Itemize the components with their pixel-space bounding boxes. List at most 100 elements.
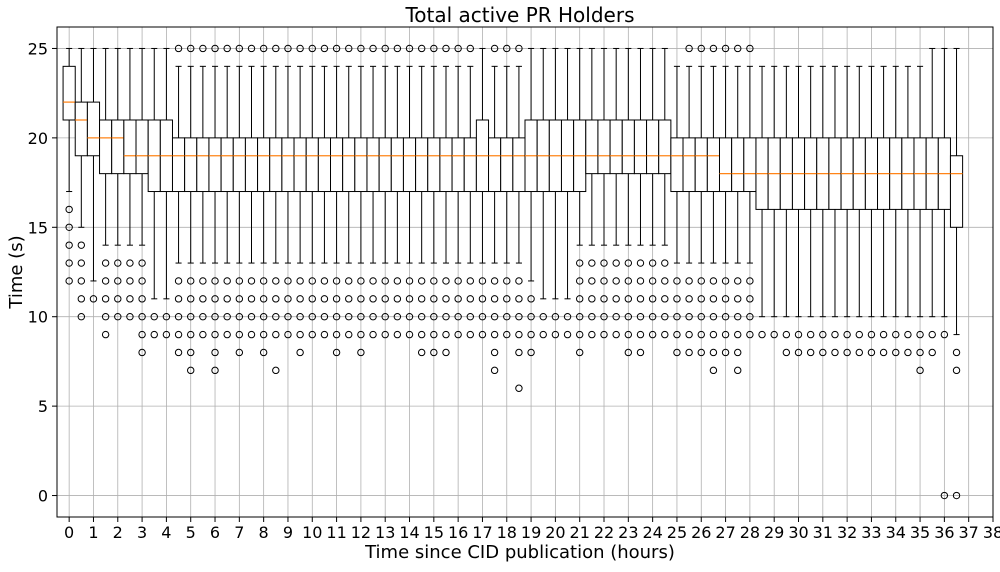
box-10 <box>184 44 198 375</box>
outlier-point <box>478 277 487 285</box>
outlier-point <box>126 313 134 321</box>
outlier-point <box>101 259 110 267</box>
outlier-point <box>782 330 791 339</box>
box-body <box>706 137 720 193</box>
outlier-point <box>709 277 718 285</box>
box-body <box>500 137 514 193</box>
outlier-point <box>393 330 402 339</box>
outlier-point <box>442 295 450 303</box>
outlier-point <box>734 295 742 303</box>
x-tick-label: 19 <box>521 523 541 542</box>
outlier-point <box>831 348 839 357</box>
outlier-point <box>259 313 268 321</box>
outlier-point <box>138 348 146 357</box>
outlier-point <box>187 44 195 53</box>
outlier-point <box>576 330 584 339</box>
outlier-point <box>138 295 146 303</box>
outlier-point <box>114 313 122 321</box>
outlier-point <box>952 348 961 357</box>
box-40 <box>548 47 562 339</box>
outlier-point <box>515 44 523 53</box>
outlier-point <box>843 348 851 357</box>
outlier-point <box>624 277 633 285</box>
box-12 <box>208 44 222 375</box>
chart-title: Total active PR Holders <box>404 3 634 27</box>
outlier-point <box>928 330 936 339</box>
outlier-point <box>527 348 535 357</box>
outlier-point <box>806 330 815 339</box>
boxes <box>62 44 964 500</box>
x-tick-label: 20 <box>545 523 565 542</box>
outlier-point <box>247 44 256 53</box>
box-body <box>293 137 307 193</box>
outlier-point <box>478 295 487 303</box>
outlier-point <box>272 277 280 285</box>
box-body <box>330 137 344 193</box>
outlier-point <box>199 330 207 339</box>
outlier-point <box>114 295 122 303</box>
outlier-point <box>721 330 730 339</box>
outlier-point <box>831 330 839 339</box>
outlier-point <box>746 44 754 53</box>
outlier-point <box>734 277 742 285</box>
outlier-point <box>661 313 669 321</box>
outlier-point <box>162 313 171 321</box>
box-body <box>718 137 733 193</box>
outlier-point <box>114 277 122 285</box>
outlier-point <box>101 277 110 285</box>
box-49 <box>658 47 672 339</box>
x-tick-label: 25 <box>667 523 687 542</box>
outlier-point <box>345 313 353 321</box>
box-body <box>390 137 404 193</box>
outlier-point <box>211 313 219 321</box>
outlier-point <box>600 277 608 285</box>
outlier-point <box>758 330 766 339</box>
outlier-point <box>904 330 912 339</box>
outlier-point <box>211 330 219 339</box>
outlier-point <box>721 295 730 303</box>
outlier-point <box>721 348 730 357</box>
outlier-point <box>746 330 754 339</box>
box-47 <box>633 47 648 357</box>
box-body <box>269 137 283 193</box>
axis-ticks: 0 1 2 3 4 5 6 7 8 9 10 11 12 13 14 15 16 17 18 19 20 21 22 23 24… <box>28 39 1000 542</box>
outlier-point <box>697 313 705 321</box>
box-31 <box>439 44 453 357</box>
outlier-point <box>101 313 110 321</box>
outlier-point <box>320 313 329 321</box>
x-axis-label: Time since CID publication (hours) <box>364 542 675 563</box>
outlier-point <box>320 295 329 303</box>
outlier-point <box>515 295 523 303</box>
outlier-point <box>697 330 705 339</box>
x-tick-label: 13 <box>375 523 395 542</box>
outlier-point <box>661 295 669 303</box>
outlier-point <box>223 313 231 321</box>
box-22 <box>330 44 344 357</box>
outlier-point <box>442 277 450 285</box>
box-50 <box>670 65 684 357</box>
outlier-point <box>648 330 657 339</box>
box-body <box>123 119 137 175</box>
y-tick-label: 5 <box>38 397 48 416</box>
outlier-point <box>187 366 195 375</box>
box-body <box>743 137 757 193</box>
outlier-point <box>138 277 146 285</box>
x-tick-label: 22 <box>594 523 614 542</box>
outlier-point <box>782 348 791 357</box>
outlier-point <box>138 330 146 339</box>
outlier-point <box>247 313 256 321</box>
outlier-point <box>65 259 73 267</box>
outlier-point <box>150 313 158 321</box>
outlier-point <box>77 259 86 267</box>
outlier-point <box>490 44 499 53</box>
outlier-point <box>551 313 560 321</box>
outlier-point <box>357 313 365 321</box>
outlier-point <box>357 277 365 285</box>
outlier-point <box>600 313 608 321</box>
outlier-point <box>430 44 438 53</box>
outlier-point <box>357 348 365 357</box>
box-33 <box>463 44 477 339</box>
outlier-point <box>405 277 414 285</box>
outlier-point <box>636 259 645 267</box>
outlier-point <box>709 348 718 357</box>
